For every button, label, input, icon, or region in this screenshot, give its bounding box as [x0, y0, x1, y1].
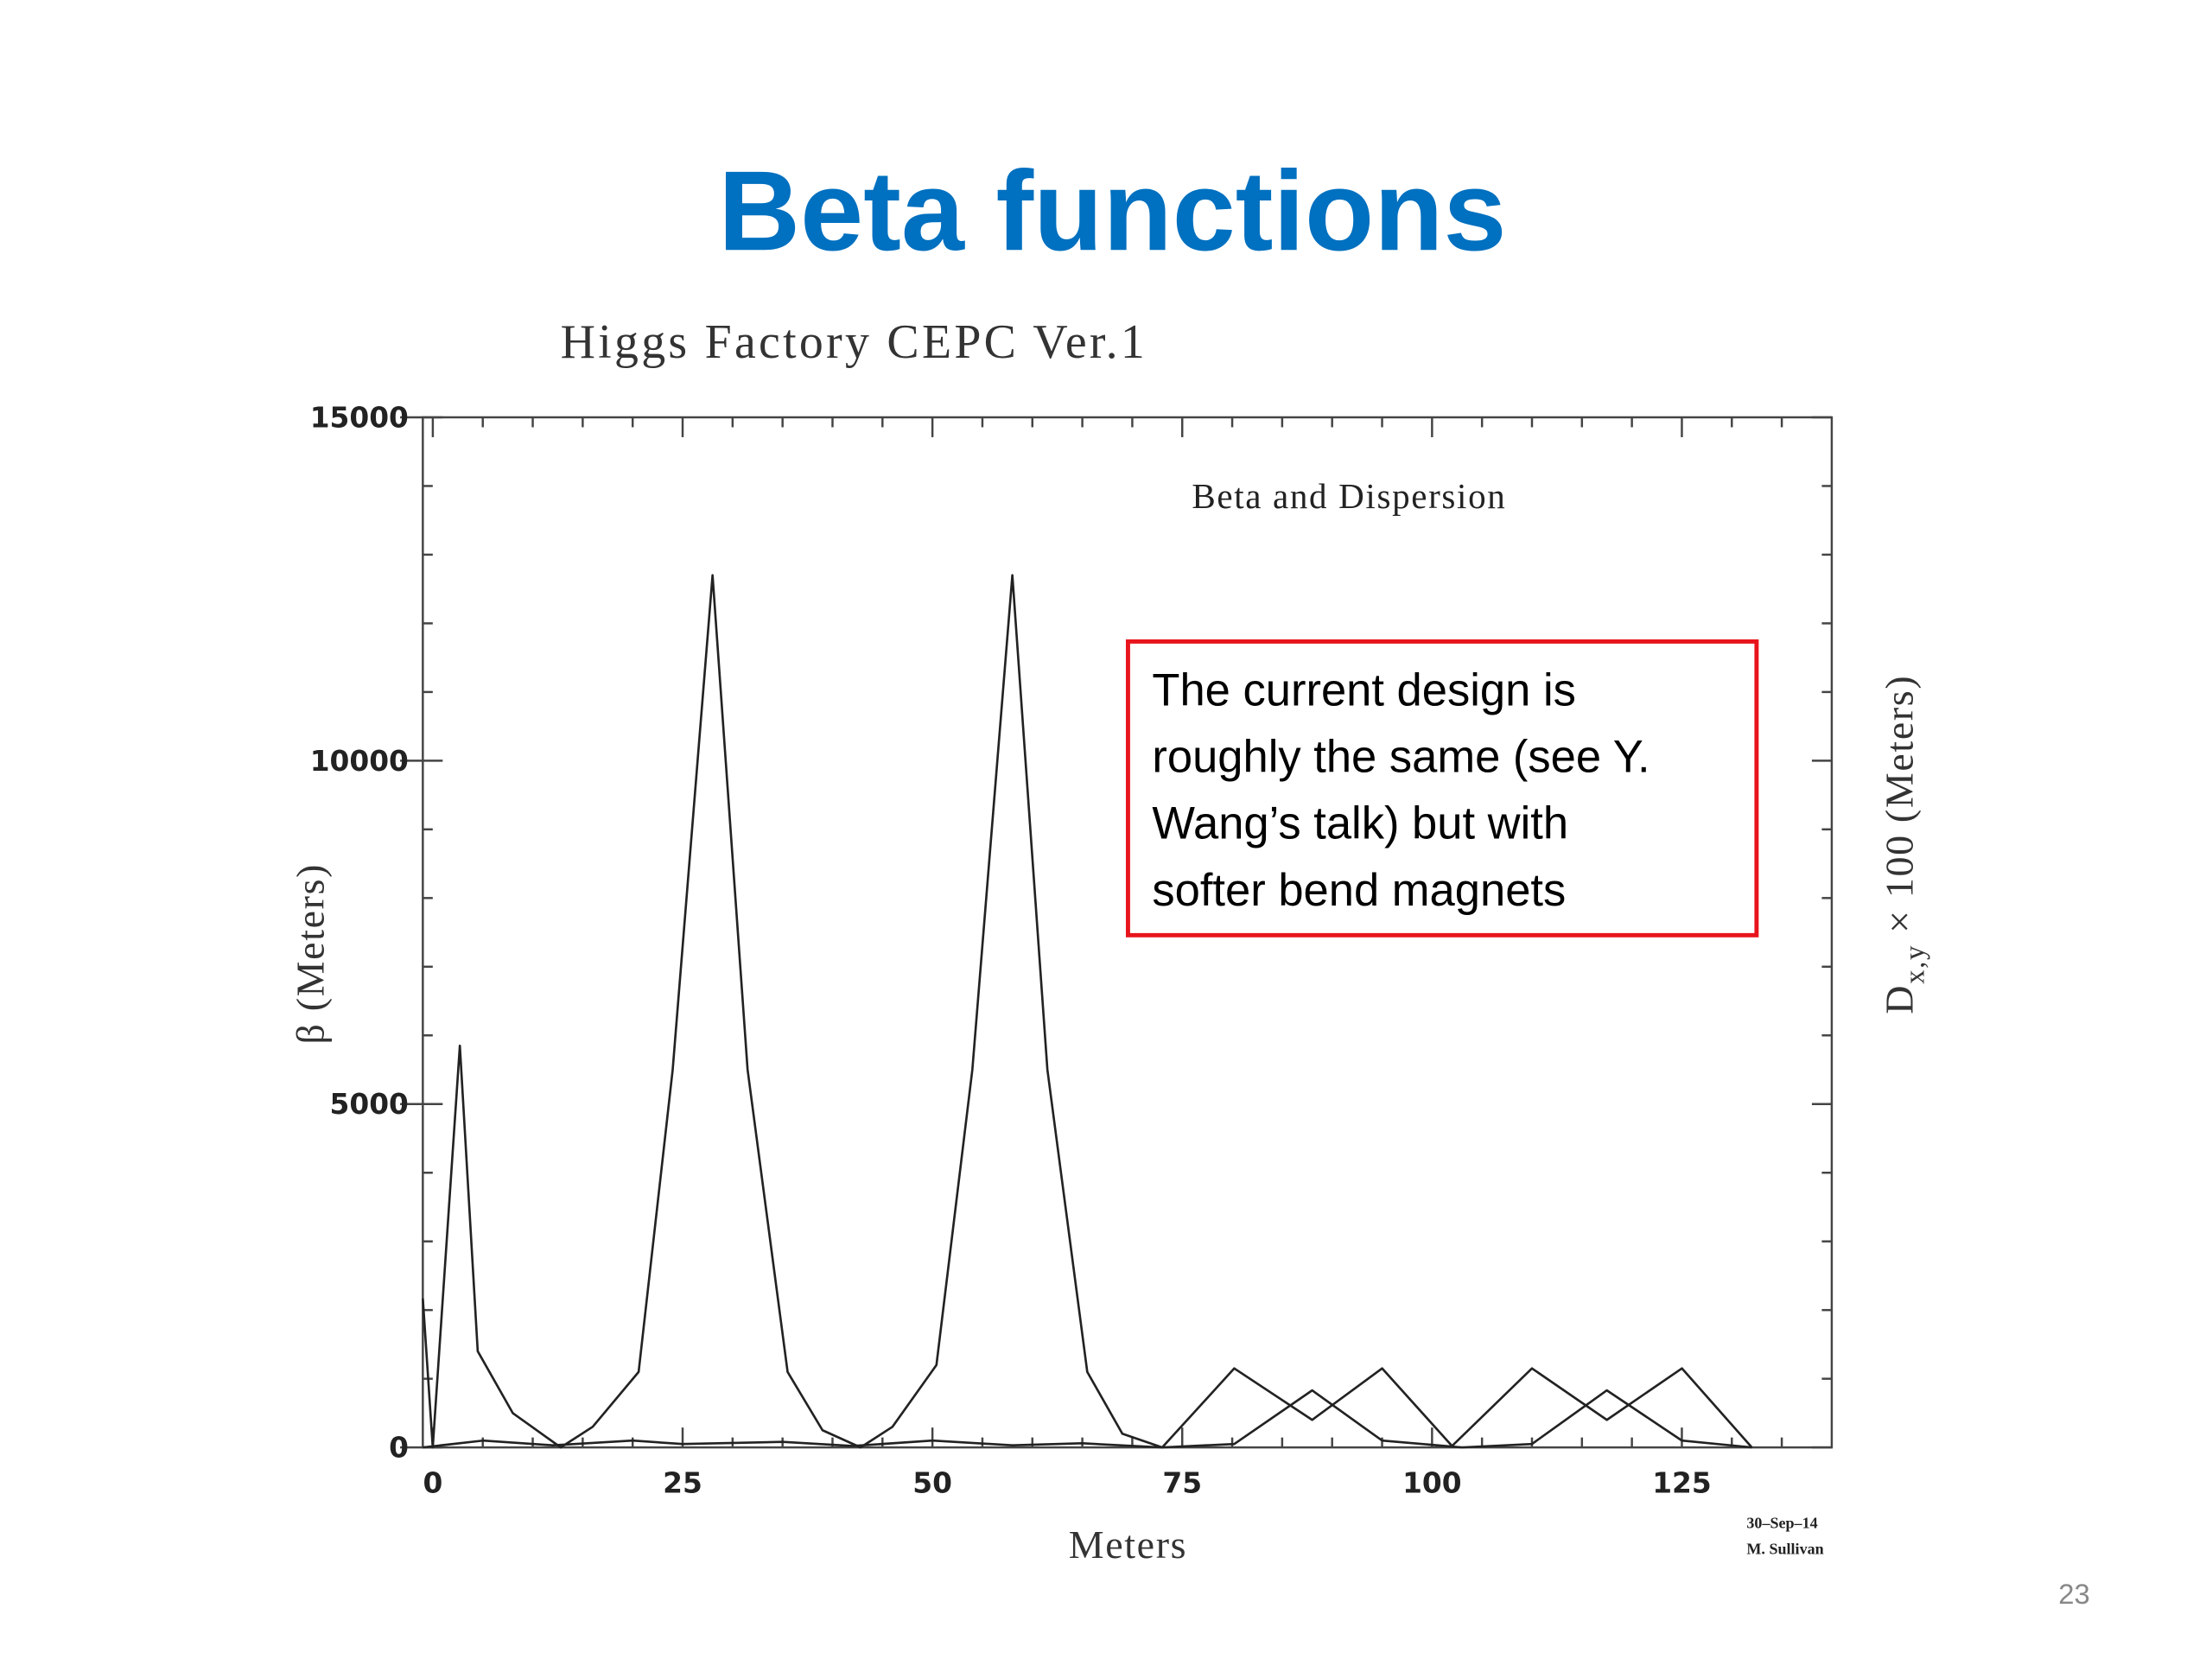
x-tick-label: 125 — [1652, 1467, 1712, 1500]
y2-label-sub: x,y — [1900, 944, 1931, 984]
x-tick-label: 100 — [1402, 1467, 1462, 1500]
slide-title: Beta functions — [718, 147, 1506, 274]
y2-label-base: D — [1878, 984, 1922, 1014]
credit-date: 30–Sep–14 — [1746, 1515, 1817, 1532]
annotation-line: Wang’s talk) but with — [1152, 798, 1568, 849]
y-tick-label: 15000 — [310, 401, 409, 434]
beta-curve — [423, 1389, 1752, 1449]
chart-subtitle: Beta and Dispersion — [1192, 476, 1506, 516]
x-axis-label: Meters — [1069, 1522, 1188, 1567]
x-tick-label: 75 — [1162, 1467, 1202, 1500]
chart-title: Higgs Factory CEPC Ver.1 — [561, 315, 1148, 369]
annotation-line: The current design is — [1152, 664, 1576, 715]
y2-axis-label: Dx,y × 100 (Meters) — [1878, 675, 1931, 1014]
y2-label-rest: × 100 (Meters) — [1878, 675, 1922, 944]
annotation-line: softer bend magnets — [1152, 865, 1566, 916]
y-axis-label: β (Meters) — [288, 863, 332, 1045]
annotation-line: roughly the same (see Y. — [1152, 731, 1649, 782]
y-tick-label: 0 — [389, 1432, 409, 1465]
plot-frame — [422, 416, 1834, 1449]
y-tick-label: 10000 — [310, 745, 409, 778]
credit-author: M. Sullivan — [1746, 1540, 1823, 1557]
x-tick-label: 25 — [663, 1467, 702, 1500]
y-tick-label: 5000 — [330, 1088, 409, 1121]
annotation-box — [1125, 639, 1759, 938]
x-tick-label: 50 — [912, 1467, 952, 1500]
x-tick-label: 0 — [423, 1467, 442, 1500]
beta-curve — [422, 574, 1753, 1449]
page-number: 23 — [2058, 1578, 2090, 1610]
